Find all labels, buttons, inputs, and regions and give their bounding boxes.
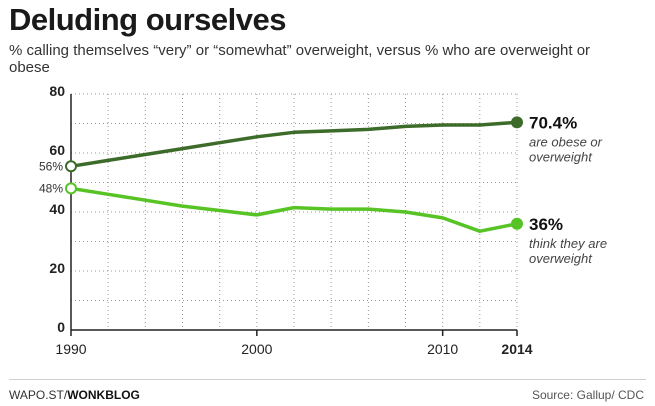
y-tick-label: 40 — [49, 201, 65, 217]
end-marker-obese — [511, 116, 523, 129]
axes: 0 20 40 60 80 1990 2000 2010 2014 — [49, 83, 532, 357]
x-tick-label: 2014 — [501, 341, 532, 357]
y-tick-label: 20 — [49, 260, 65, 276]
y-tick-label: 60 — [49, 142, 65, 158]
start-marker-think — [65, 182, 77, 195]
footer-source-brand: WONKBLOG — [67, 388, 140, 402]
end-note-think: think they are — [529, 236, 607, 251]
y-tick-label: 80 — [49, 83, 65, 99]
series-line-think — [70, 186, 518, 233]
chart-title: Deluding ourselves — [9, 2, 286, 37]
chart-subtitle: % calling themselves “very” or “somewhat… — [9, 42, 591, 76]
grid — [71, 93, 518, 330]
footer-divider — [9, 379, 646, 380]
end-marker-think — [511, 217, 523, 230]
footer-credit: Source: Gallup/ CDC — [531, 388, 644, 402]
y-tick-label: 0 — [57, 319, 65, 335]
x-tick-label: 2010 — [427, 341, 458, 357]
end-note-obese: are obese or — [529, 134, 603, 149]
end-value-obese: 70.4% — [529, 113, 577, 132]
end-note-obese: overweight — [529, 149, 593, 164]
x-tick-label: 1990 — [55, 341, 86, 357]
end-note-think: overweight — [529, 251, 593, 266]
start-label-think: 48% — [39, 181, 63, 195]
start-label-obese: 56% — [39, 159, 63, 173]
annotations: 56%70.4%are obese oroverweight48%36%thin… — [39, 113, 607, 265]
end-value-think: 36% — [529, 215, 563, 234]
line-chart: 0 20 40 60 80 1990 2000 2010 2014 56% 70.4% are ob… — [39, 83, 607, 357]
x-tick-label: 2000 — [241, 341, 272, 357]
series-lines — [65, 116, 523, 233]
footer-source-prefix: WAPO.ST/ — [9, 388, 68, 402]
footer-source-link[interactable]: WAPO.ST/WONKBLOG — [9, 388, 140, 402]
series-line-obese — [70, 120, 518, 169]
start-marker-obese — [65, 160, 77, 173]
